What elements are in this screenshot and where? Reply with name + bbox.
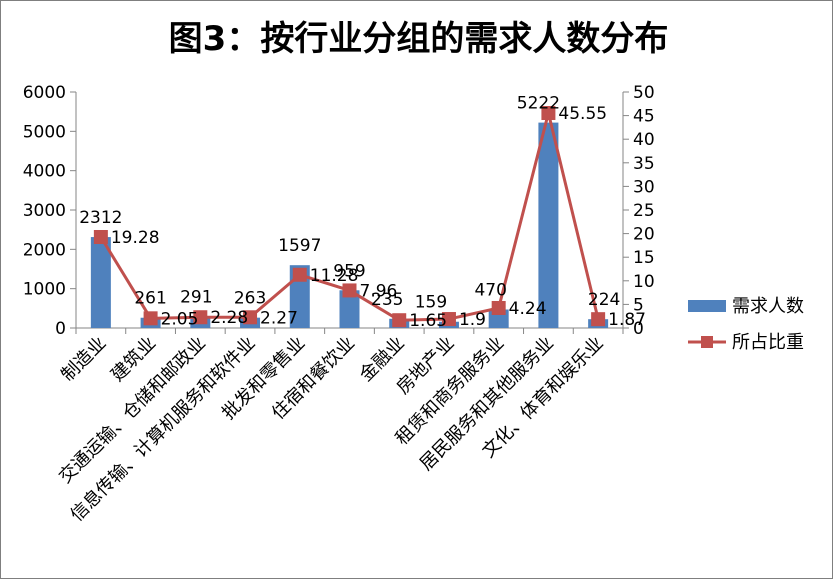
bar-value-label: 959 [333, 261, 365, 281]
bar [339, 290, 360, 328]
left-axis-tick-label: 3000 [23, 201, 66, 221]
line-value-label: 2.28 [210, 308, 248, 328]
right-axis-tick-label: 0 [633, 319, 644, 339]
line-point [243, 310, 258, 325]
line-value-label: 1.87 [608, 310, 646, 330]
bar [90, 237, 111, 328]
line-value-label: 2.05 [161, 309, 199, 329]
line-value-label: 1.65 [409, 311, 447, 331]
line-point [342, 283, 357, 298]
bar-value-label: 159 [415, 293, 447, 313]
line-point [292, 267, 307, 282]
line-value-label: 11.28 [310, 266, 359, 286]
line-point [193, 310, 208, 325]
data-labels: 2312 261 291 263 1597 959 235 159 470 5222 224 19.2… [79, 94, 646, 332]
bar-value-label: 1597 [278, 236, 321, 256]
legend-bar-swatch [688, 300, 726, 312]
left-axis-tick-label: 1000 [23, 280, 66, 300]
legend-line-marker [701, 336, 713, 348]
line-point [491, 300, 506, 315]
category-labels: 制造业建筑业交通运输、仓储和邮政业信息传输、计算机服务和软件业批发和零售业住宿和… [55, 333, 608, 526]
line-point [392, 313, 407, 328]
left-axis-tick-label: 4000 [23, 162, 66, 182]
bar-value-label: 291 [180, 288, 212, 308]
bar-value-label: 224 [588, 290, 620, 310]
bar-value-label: 2312 [79, 208, 122, 228]
bar-value-label: 235 [371, 290, 403, 310]
bar-value-label: 5222 [517, 94, 560, 114]
bar-value-label: 261 [134, 289, 166, 309]
left-axis-tick-label: 5000 [23, 122, 66, 142]
axes: 0 1000 2000 3000 4000 5000 6000 0 5 10 15 20 25 30 35 4… [23, 83, 655, 339]
line-point [541, 106, 556, 121]
line-value-label: 1.9 [459, 310, 486, 330]
left-axis-tick-label: 0 [55, 319, 66, 339]
left-axis-tick-label: 6000 [23, 83, 66, 103]
bar-value-label: 470 [474, 281, 506, 301]
right-axis-tick-label: 25 [633, 201, 655, 221]
line-value-label: 4.24 [509, 299, 547, 319]
right-axis-tick-label: 15 [633, 248, 655, 268]
right-axis-tick-label: 50 [633, 83, 655, 103]
right-axis-tick-label: 30 [633, 177, 655, 197]
right-axis-tick-label: 40 [633, 130, 655, 150]
line-point [591, 312, 606, 327]
legend-line-label: 所占比重 [732, 332, 804, 353]
chart-title: 图3：按行业分组的需求人数分布 [168, 19, 669, 59]
line-value-label: 19.28 [111, 228, 160, 248]
line-value-label: 7.96 [360, 281, 398, 301]
right-axis-tick-label: 35 [633, 154, 655, 174]
right-axis-tick-label: 45 [633, 107, 655, 127]
bar [538, 122, 559, 328]
bar-value-label: 263 [234, 289, 266, 309]
line-series [93, 106, 606, 328]
line-value-label: 2.27 [260, 308, 298, 328]
line-point [441, 312, 456, 327]
line-point [93, 229, 108, 244]
right-axis-tick-label: 20 [633, 225, 655, 245]
category-label: 制造业 [57, 333, 110, 386]
right-axis-tick-label: 10 [633, 272, 655, 292]
line-point [143, 311, 158, 326]
left-axis-tick-label: 2000 [23, 240, 66, 260]
legend-bar-label: 需求人数 [732, 296, 804, 317]
line-value-label: 45.55 [558, 104, 607, 124]
right-axis-tick-label: 5 [633, 295, 644, 315]
